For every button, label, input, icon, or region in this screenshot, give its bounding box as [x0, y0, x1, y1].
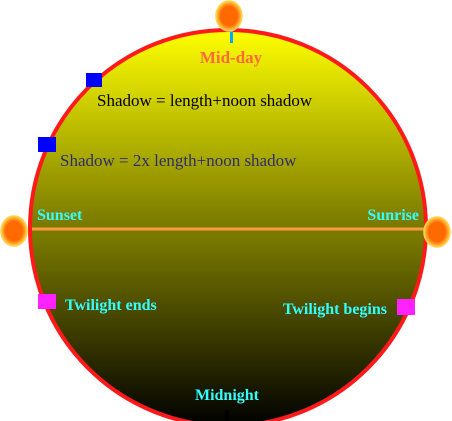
- midday-label: Mid-day: [200, 48, 263, 67]
- sun-icon: [423, 216, 451, 248]
- midday-tick: [230, 30, 233, 43]
- midnight-tick: [225, 410, 229, 421]
- twilight-ends-label: Twilight ends: [65, 297, 157, 314]
- midnight-label: Midnight: [195, 387, 260, 404]
- twilight-begins-label: Twilight begins: [283, 301, 387, 318]
- shadow-label-2: Shadow = 2x length+noon shadow: [60, 151, 297, 170]
- twilight-begins-marker: [397, 299, 415, 315]
- sun-icon: [0, 215, 28, 247]
- twilight-ends-marker: [38, 294, 56, 309]
- shadow-marker-1: [86, 73, 102, 87]
- shadow-marker-2: [38, 137, 56, 152]
- sunrise-label: Sunrise: [367, 207, 419, 224]
- shadow-label-1: Shadow = length+noon shadow: [97, 91, 313, 110]
- sky-fill: [30, 30, 426, 421]
- sun-icon: [215, 0, 243, 32]
- sunset-label: Sunset: [37, 207, 83, 224]
